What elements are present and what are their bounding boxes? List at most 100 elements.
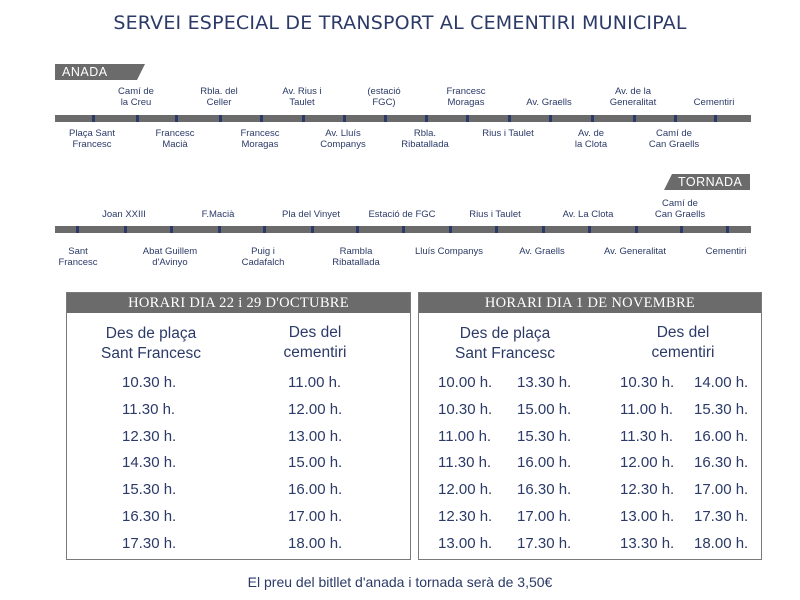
tornada-stop-below: Lluís Companys bbox=[414, 246, 484, 257]
anada-badge: ANADA bbox=[55, 64, 145, 80]
times-from-cemetery: 11.00 h. 12.00 h. 13.00 h. 15.00 h. 16.0… bbox=[288, 370, 342, 558]
time-entry: 15.00 h. bbox=[288, 454, 343, 472]
tornada-stop-above: F.Macià bbox=[201, 209, 235, 220]
stop-tick bbox=[384, 115, 387, 122]
anada-route-line bbox=[55, 115, 751, 122]
time-entry: 15.00 h. bbox=[517, 400, 572, 418]
stop-tick bbox=[714, 115, 717, 122]
tornada-stop-below: Rambla Ribatallada bbox=[332, 246, 380, 268]
anada-stop-above: Rbla. del Celler bbox=[200, 86, 238, 108]
stop-tick bbox=[542, 226, 545, 233]
anada-stop-above: Av. Graells bbox=[526, 97, 572, 108]
stop-tick bbox=[260, 115, 263, 122]
stop-tick bbox=[302, 115, 305, 122]
time-entry: 16.30 h. bbox=[517, 481, 572, 499]
time-entry: 15.30 h. bbox=[517, 427, 572, 445]
tornada-stop-above: Pla del Vinyet bbox=[282, 209, 340, 220]
time-entry: 12.00 h. bbox=[288, 400, 343, 418]
time-entry: 17.30 h. bbox=[517, 534, 572, 552]
tornada-stop-above: Rius i Taulet bbox=[469, 209, 521, 220]
anada-stop-above: Av. de la Generalitat bbox=[609, 86, 657, 108]
time-entry: 16.00 h. bbox=[288, 481, 343, 499]
stop-tick bbox=[311, 226, 314, 233]
stop-tick bbox=[219, 115, 222, 122]
time-entry: 11.00 h. bbox=[620, 400, 674, 418]
time-entry: 18.00 h. bbox=[694, 534, 749, 552]
time-entry: 16.00 h. bbox=[694, 427, 749, 445]
time-entry: 12.30 h. bbox=[122, 427, 177, 445]
time-entry: 12.30 h. bbox=[438, 507, 493, 525]
schedule-november-header: HORARI DIA 1 DE NOVEMBRE bbox=[419, 293, 761, 313]
stop-tick bbox=[674, 115, 677, 122]
anada-stop-above: Av. Rius i Taulet bbox=[282, 86, 322, 108]
stop-tick bbox=[495, 226, 498, 233]
time-entry: 17.30 h. bbox=[122, 534, 177, 552]
stop-tick bbox=[218, 226, 221, 233]
anada-stop-below: Camí de Can Graells bbox=[648, 128, 700, 150]
col-title-from-square: Des de plaça Sant Francesc bbox=[101, 325, 201, 362]
times-from-square-b: 13.30 h. 15.00 h. 15.30 h. 16.00 h. 16.3… bbox=[517, 370, 571, 558]
time-entry: 13.30 h. bbox=[517, 374, 572, 391]
time-entry: 10.30 h. bbox=[438, 400, 493, 418]
tornada-stop-below: Sant Francesc bbox=[58, 246, 98, 268]
schedule-october-header: HORARI DIA 22 i 29 D'OCTUBRE bbox=[67, 293, 410, 313]
col-title-from-square: Des de plaça Sant Francesc bbox=[455, 325, 555, 362]
time-entry: 10.30 h. bbox=[620, 374, 675, 391]
times-from-square-a: 10.00 h. 10.30 h. 11.00 h. 11.30 h. 12.0… bbox=[438, 370, 492, 558]
anada-stop-below: Rbla. Ribatallada bbox=[401, 128, 449, 150]
tornada-stop-above: Joan XXIII bbox=[102, 209, 146, 220]
stop-tick bbox=[124, 226, 127, 233]
time-entry: 12.30 h. bbox=[620, 481, 675, 499]
time-entry: 17.00 h. bbox=[694, 481, 749, 499]
stop-tick bbox=[343, 115, 346, 122]
stop-tick bbox=[76, 226, 79, 233]
anada-stop-below: Plaça Sant Francesc bbox=[69, 128, 115, 150]
time-entry: 11.00 h. bbox=[438, 427, 492, 445]
anada-stop-above: Cementiri bbox=[693, 97, 735, 108]
tornada-badge: TORNADA bbox=[664, 174, 750, 190]
stop-tick bbox=[726, 226, 729, 233]
time-entry: 14.00 h. bbox=[694, 374, 749, 391]
times-from-square: 10.30 h. 11.30 h. 12.30 h. 14.30 h. 15.3… bbox=[122, 370, 176, 558]
stop-tick bbox=[92, 115, 95, 122]
time-entry: 10.30 h. bbox=[122, 374, 177, 391]
time-entry: 11.30 h. bbox=[620, 427, 674, 445]
time-entry: 14.30 h. bbox=[122, 454, 177, 472]
time-entry: 15.30 h. bbox=[122, 481, 177, 499]
page-title: SERVEI ESPECIAL DE TRANSPORT AL CEMENTIR… bbox=[113, 12, 687, 34]
stop-tick bbox=[508, 115, 511, 122]
stop-tick bbox=[680, 226, 683, 233]
stop-tick bbox=[175, 115, 178, 122]
time-entry: 10.00 h. bbox=[438, 374, 493, 391]
stop-tick bbox=[425, 115, 428, 122]
time-entry: 13.00 h. bbox=[438, 534, 493, 552]
stop-tick bbox=[588, 226, 591, 233]
anada-stop-below: Francesc Macià bbox=[155, 128, 195, 150]
stop-tick bbox=[591, 115, 594, 122]
tornada-stop-below: Cementiri bbox=[705, 246, 747, 257]
stop-tick bbox=[263, 226, 266, 233]
time-entry: 16.30 h. bbox=[122, 507, 177, 525]
anada-stop-above: (estació FGC) bbox=[367, 86, 401, 108]
stop-tick bbox=[635, 226, 638, 233]
time-entry: 16.00 h. bbox=[517, 454, 572, 472]
time-entry: 11.30 h. bbox=[122, 400, 176, 418]
anada-stop-below: Francesc Moragas bbox=[240, 128, 280, 150]
tornada-stop-above: Estació de FGC bbox=[368, 209, 436, 220]
tornada-stop-above: Av. La Clota bbox=[562, 209, 614, 220]
col-title-from-cemetery: Des del cementiri bbox=[283, 324, 347, 361]
stop-tick bbox=[549, 115, 552, 122]
tornada-stop-above: Camí de Can Graells bbox=[654, 198, 706, 220]
price-note: El preu del bitllet d'anada i tornada se… bbox=[247, 574, 553, 590]
stop-tick bbox=[356, 226, 359, 233]
time-entry: 12.00 h. bbox=[620, 454, 675, 472]
times-from-cemetery-b: 14.00 h. 15.30 h. 16.00 h. 16.30 h. 17.0… bbox=[694, 370, 748, 558]
anada-stop-above: Francesc Moragas bbox=[446, 86, 486, 108]
schedule-october-panel: HORARI DIA 22 i 29 D'OCTUBRE Des de plaç… bbox=[66, 292, 411, 560]
time-entry: 17.00 h. bbox=[517, 507, 572, 525]
time-entry: 12.00 h. bbox=[438, 481, 493, 499]
anada-stop-below: Av. de la Clota bbox=[574, 128, 608, 150]
tornada-stop-below: Av. Graells bbox=[519, 246, 565, 257]
schedule-november-panel: HORARI DIA 1 DE NOVEMBRE Des de plaça Sa… bbox=[418, 292, 762, 560]
stop-tick bbox=[170, 226, 173, 233]
